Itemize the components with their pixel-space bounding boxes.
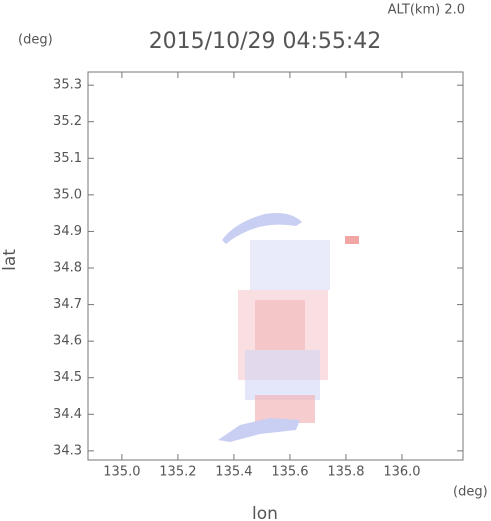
y-tick-label: 34.6 bbox=[53, 334, 82, 349]
altitude-label: ALT(km) 2.0 bbox=[388, 3, 465, 18]
echo-region bbox=[250, 240, 330, 290]
echo-region bbox=[218, 418, 300, 442]
echo-region bbox=[255, 300, 305, 350]
echo-field bbox=[218, 213, 359, 442]
echo-region bbox=[345, 236, 359, 244]
y-tick-label: 34.7 bbox=[53, 297, 82, 312]
x-tick-label: 135.4 bbox=[215, 465, 252, 480]
echo-region bbox=[222, 213, 302, 244]
y-axis-label: lat bbox=[0, 249, 20, 271]
y-tick-label: 35.2 bbox=[53, 114, 82, 129]
x-tick-label: 135.8 bbox=[327, 465, 364, 480]
x-tick-label: 136.0 bbox=[383, 465, 420, 480]
x-axis-label: lon bbox=[252, 504, 278, 521]
x-unit: (deg) bbox=[453, 485, 488, 500]
y-tick-label: 34.5 bbox=[53, 370, 82, 385]
y-unit: (deg) bbox=[18, 33, 53, 48]
y-tick-label: 34.8 bbox=[53, 261, 82, 276]
plot-frame bbox=[87, 71, 464, 461]
x-tick-label: 135.2 bbox=[159, 465, 196, 480]
x-tick-label: 135.6 bbox=[271, 465, 308, 480]
chart-title: 2015/10/29 04:55:42 bbox=[149, 29, 382, 54]
y-tick-label: 35.3 bbox=[53, 78, 82, 93]
y-tick-label: 34.9 bbox=[53, 224, 82, 239]
x-tick-label: 135.0 bbox=[103, 465, 140, 480]
echo-region bbox=[245, 350, 320, 400]
y-tick-label: 35.1 bbox=[53, 151, 82, 166]
y-tick-label: 34.3 bbox=[53, 443, 82, 458]
y-tick-label: 35.0 bbox=[53, 187, 82, 202]
echo-region bbox=[255, 395, 315, 423]
y-tick-label: 34.4 bbox=[53, 407, 82, 422]
echo-region bbox=[238, 290, 328, 380]
